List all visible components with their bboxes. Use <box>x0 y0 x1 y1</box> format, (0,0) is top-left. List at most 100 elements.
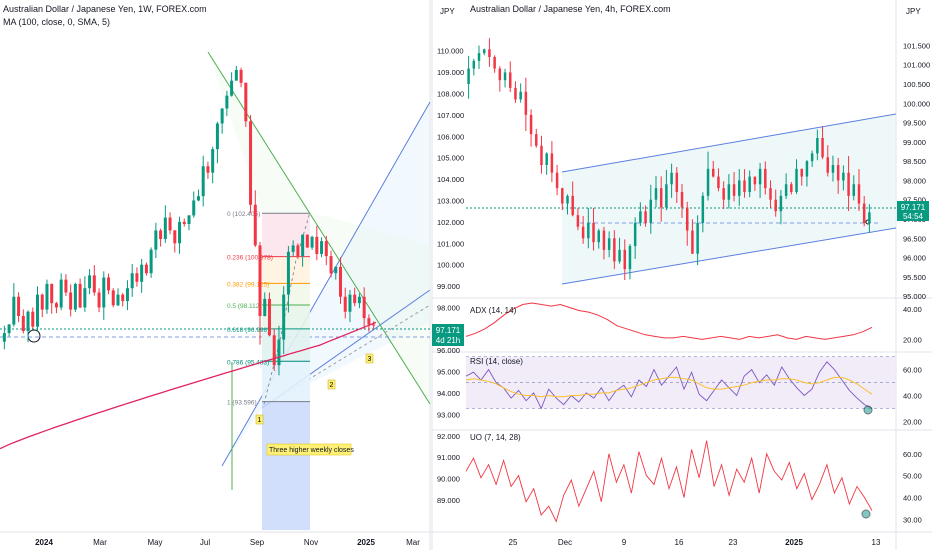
candle-body <box>508 72 512 88</box>
candle-body <box>498 68 502 81</box>
candle-body <box>286 251 290 295</box>
price-tick-label: 102.000 <box>437 218 464 227</box>
candle-body <box>576 215 580 227</box>
candle-body <box>362 296 366 319</box>
note-box[interactable] <box>266 443 352 456</box>
candle-body <box>291 245 295 252</box>
candle-body <box>310 236 314 248</box>
candle-body <box>343 296 347 312</box>
uo-pane[interactable]: 60.00 50.00 40.00 30.00 <box>465 440 922 525</box>
rsi-pane[interactable]: 60.00 40.00 20.00 <box>465 356 922 427</box>
candle-body <box>40 294 44 310</box>
price-tick-label: 100.000 <box>903 99 930 108</box>
time-tick-label: 13 <box>872 538 881 547</box>
candle-body <box>691 230 694 254</box>
candle-body <box>220 108 224 124</box>
price-tick-label: 95.000 <box>903 292 926 301</box>
weekly-chart[interactable]: 0 (102.405) 0.236 (100.378) 0.382 (99.125)… <box>0 47 464 547</box>
candle-body <box>92 275 96 293</box>
candle-body <box>258 245 262 317</box>
candle-body <box>244 82 248 122</box>
weekly-chart-title: Australian Dollar / Japanese Yen, 1W, FO… <box>3 4 207 14</box>
candle-body <box>125 288 129 302</box>
adx-title: ADX (14, 14) <box>470 306 517 315</box>
candle-body <box>348 294 352 312</box>
candle-body <box>305 234 309 248</box>
candle-body <box>633 222 637 246</box>
candle-body <box>338 266 342 297</box>
candle-body <box>743 180 746 192</box>
candle-body <box>116 294 120 306</box>
price-tick-label: 108.000 <box>437 89 464 98</box>
channel-lower-line <box>561 227 897 285</box>
weekly-last-price-tag <box>432 324 464 346</box>
candle-body <box>272 335 276 366</box>
uo-tick-label: 30.00 <box>903 515 922 524</box>
price-tick-label: 100.500 <box>903 80 930 89</box>
uo-highlight-circle <box>861 509 871 519</box>
weekly-candles <box>2 65 376 376</box>
candle-body <box>334 266 338 274</box>
candle-body <box>54 303 58 308</box>
candle-body <box>524 91 528 115</box>
candle-body <box>367 318 371 325</box>
price-tick-label: 99.000 <box>903 138 926 147</box>
candle-body <box>639 211 642 223</box>
candle-body <box>628 246 632 270</box>
candle-body <box>685 207 689 231</box>
candle-body <box>654 188 658 200</box>
candle-body <box>97 292 101 308</box>
candle-body <box>555 172 559 189</box>
fib-zone <box>262 283 310 306</box>
candle-body <box>540 145 543 165</box>
time-tick-label: Dec <box>558 538 572 547</box>
highlight-circle <box>27 329 41 343</box>
candle-body <box>192 200 196 216</box>
candle-body <box>836 165 840 181</box>
time-tick-label: Mar <box>93 538 107 547</box>
candle-body <box>701 195 705 223</box>
candle-body <box>503 72 507 81</box>
candle-body <box>215 123 219 150</box>
candle-body <box>493 57 496 69</box>
candle-body <box>187 215 191 225</box>
candle-body <box>488 49 491 57</box>
candle-body <box>50 283 54 304</box>
indicator-line-0 <box>465 361 873 410</box>
candle-body <box>173 230 177 244</box>
price-tick-label: 94.000 <box>437 389 460 398</box>
price-tick-label: 106.000 <box>437 132 464 141</box>
candle-body <box>206 166 210 173</box>
price-tick-label: 95.000 <box>437 368 460 377</box>
candle-body <box>135 273 139 282</box>
time-tick-label: Mar <box>406 538 420 547</box>
time-tick-label: 2024 <box>35 538 53 547</box>
candle-body <box>816 138 819 154</box>
candle-body <box>88 275 92 289</box>
four-hour-chart-title: Australian Dollar / Japanese Yen, 4h, FO… <box>470 4 671 14</box>
fib-level-label: 0.5 (98.112) <box>227 303 262 310</box>
candle-body <box>774 199 777 212</box>
indicator-line-0 <box>465 440 873 523</box>
four-hour-chart[interactable]: 101.500 101.000 100.500 100.000 99.500 99.000… <box>466 38 930 547</box>
fib-level-label: 0 (102.405) <box>227 211 260 218</box>
candle-body <box>659 188 663 208</box>
channel-upper-line <box>221 101 431 467</box>
candle-body <box>78 283 82 308</box>
candle-body <box>277 339 281 366</box>
uo-tick-label: 60.00 <box>903 450 922 459</box>
price-tick-label: 103.000 <box>437 196 464 205</box>
weekly-time-axis: 2024 Mar May Jul Sep Nov 2025 Mar <box>35 538 420 547</box>
wave-label-1: 1 <box>258 417 262 424</box>
candle-body <box>12 296 16 325</box>
candle-body <box>26 311 30 331</box>
price-tick-label: 109.000 <box>437 68 464 77</box>
indicator-line-0 <box>465 302 873 340</box>
adx-pane[interactable]: 40.00 20.00 <box>465 302 922 344</box>
candle-body <box>602 230 606 250</box>
fib-level-label: 0.618 (96.998) <box>227 327 269 334</box>
candle-body <box>64 279 68 293</box>
fib-level-label: 0.382 (99.125) <box>227 281 269 288</box>
candle-body <box>857 184 861 204</box>
